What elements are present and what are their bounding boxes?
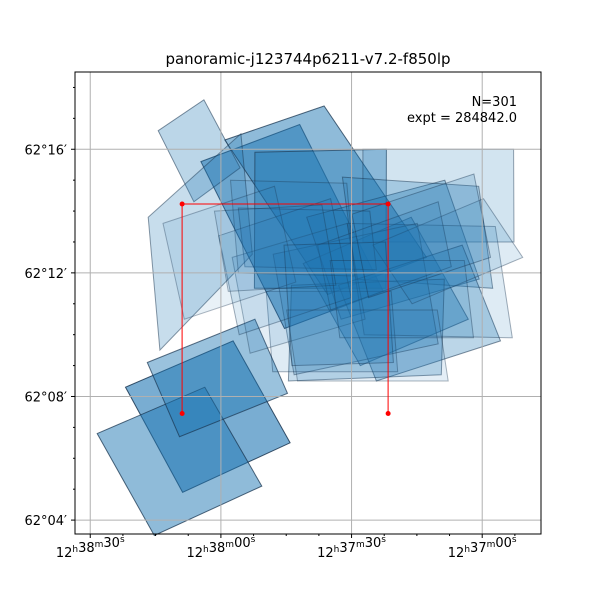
footprint-6 xyxy=(253,148,387,289)
footprint-29 xyxy=(213,204,337,292)
footprint-14 xyxy=(287,278,445,382)
x-tick-label-2: 12h38m00s xyxy=(186,535,255,561)
y-tick-label-4: 62°16′ xyxy=(24,143,67,158)
y-tick-label-3: 62°12′ xyxy=(24,267,67,282)
red-marker-2 xyxy=(385,201,391,207)
red-marker-1 xyxy=(179,201,185,207)
grid-layer xyxy=(75,72,541,534)
x-tick-label-1: 12h38m30s xyxy=(56,535,125,561)
footprint-15 xyxy=(272,222,439,376)
footprint-18 xyxy=(265,290,399,373)
count-annotation: N=301 xyxy=(472,95,517,110)
x-tick-label-3: 12h37m30s xyxy=(317,535,386,561)
x-tick-label-4: 12h37m00s xyxy=(448,535,517,561)
footprint-24 xyxy=(162,185,297,320)
footprint-19 xyxy=(231,222,366,354)
footprint-21 xyxy=(317,201,452,311)
footprint-17 xyxy=(237,207,377,271)
footprint-20 xyxy=(372,198,524,305)
footprint-10 xyxy=(302,216,470,367)
footprint-5 xyxy=(224,105,428,296)
red-outline-1 xyxy=(181,203,389,414)
red-marker-3 xyxy=(179,410,185,416)
y-tick-label-1: 62°04′ xyxy=(24,514,67,529)
footprint-8 xyxy=(147,132,253,352)
footprint-26 xyxy=(329,260,475,339)
footprint-7 xyxy=(157,99,241,203)
y-tick-label-2: 62°08′ xyxy=(24,390,67,405)
footprint-layer xyxy=(96,99,524,537)
red-marker-4 xyxy=(385,410,391,416)
footprint-27 xyxy=(286,309,449,382)
tick-layer: 12h38m30s 12h38m00s 12h37m30s 12h37m00s 62°0… xyxy=(24,86,517,561)
plot-frame xyxy=(74,71,542,535)
marker-layer xyxy=(179,201,391,416)
chart-title: panoramic-j123744p6211-v7.2-f850lp xyxy=(165,50,450,68)
footprint-13 xyxy=(337,244,502,382)
exposure-annotation: expt = 284842.0 xyxy=(407,111,517,126)
